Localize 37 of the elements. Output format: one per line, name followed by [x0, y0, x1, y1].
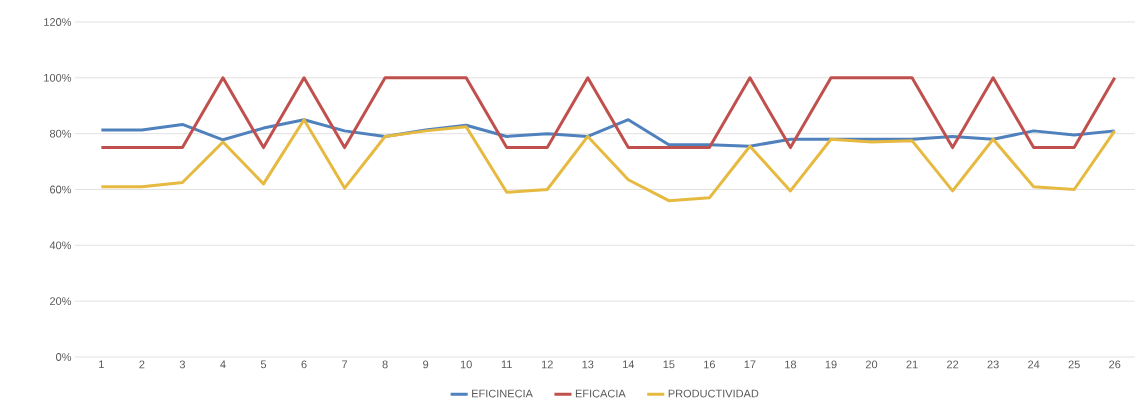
x-tick-label: 15 — [663, 360, 675, 369]
x-tick-label: 6 — [301, 360, 307, 369]
x-tick-label: 19 — [825, 360, 837, 369]
x-tick-label: 14 — [623, 360, 635, 369]
x-tick-label: 1 — [99, 360, 104, 369]
x-tick-label: 20 — [865, 360, 878, 369]
y-tick-label: 20% — [50, 297, 72, 306]
y-tick-label: 60% — [50, 185, 72, 194]
x-tick-label: 18 — [785, 360, 797, 369]
y-tick-label: 0% — [56, 353, 72, 361]
x-tick-label: 5 — [260, 360, 267, 369]
y-tick-label: 120% — [44, 18, 72, 26]
x-tick-label: 3 — [179, 360, 185, 369]
x-tick-label: 9 — [423, 360, 429, 369]
x-tick-label: 4 — [220, 360, 226, 369]
x-tick-label: 17 — [744, 360, 756, 369]
x-tick-label: 12 — [541, 360, 553, 369]
y-tick-label: 100% — [44, 73, 72, 82]
x-tick-label: 7 — [342, 360, 348, 369]
x-tick-label: 10 — [460, 360, 472, 369]
legend-label: PRODUCTIVIDAD — [668, 389, 759, 398]
legend-label: EFICINECIA — [472, 389, 533, 398]
x-tick-label: 23 — [987, 360, 999, 369]
x-tick-label: 8 — [382, 360, 388, 369]
x-tick-label: 16 — [704, 360, 715, 369]
y-tick-label: 40% — [49, 241, 72, 250]
x-tick-label: 25 — [1068, 360, 1080, 369]
x-tick-label: 21 — [906, 360, 918, 369]
x-tick-label: 11 — [501, 360, 512, 369]
x-tick-label: 22 — [947, 360, 959, 369]
line-series — [99, 118, 1117, 203]
x-tick-label: 24 — [1028, 360, 1040, 369]
x-tick-label: 2 — [139, 360, 145, 369]
x-tick-label: 26 — [1109, 360, 1121, 369]
y-tick-label: 80% — [49, 129, 72, 138]
legend-label: EFICACIA — [575, 389, 626, 398]
x-tick-label: 13 — [582, 360, 594, 369]
